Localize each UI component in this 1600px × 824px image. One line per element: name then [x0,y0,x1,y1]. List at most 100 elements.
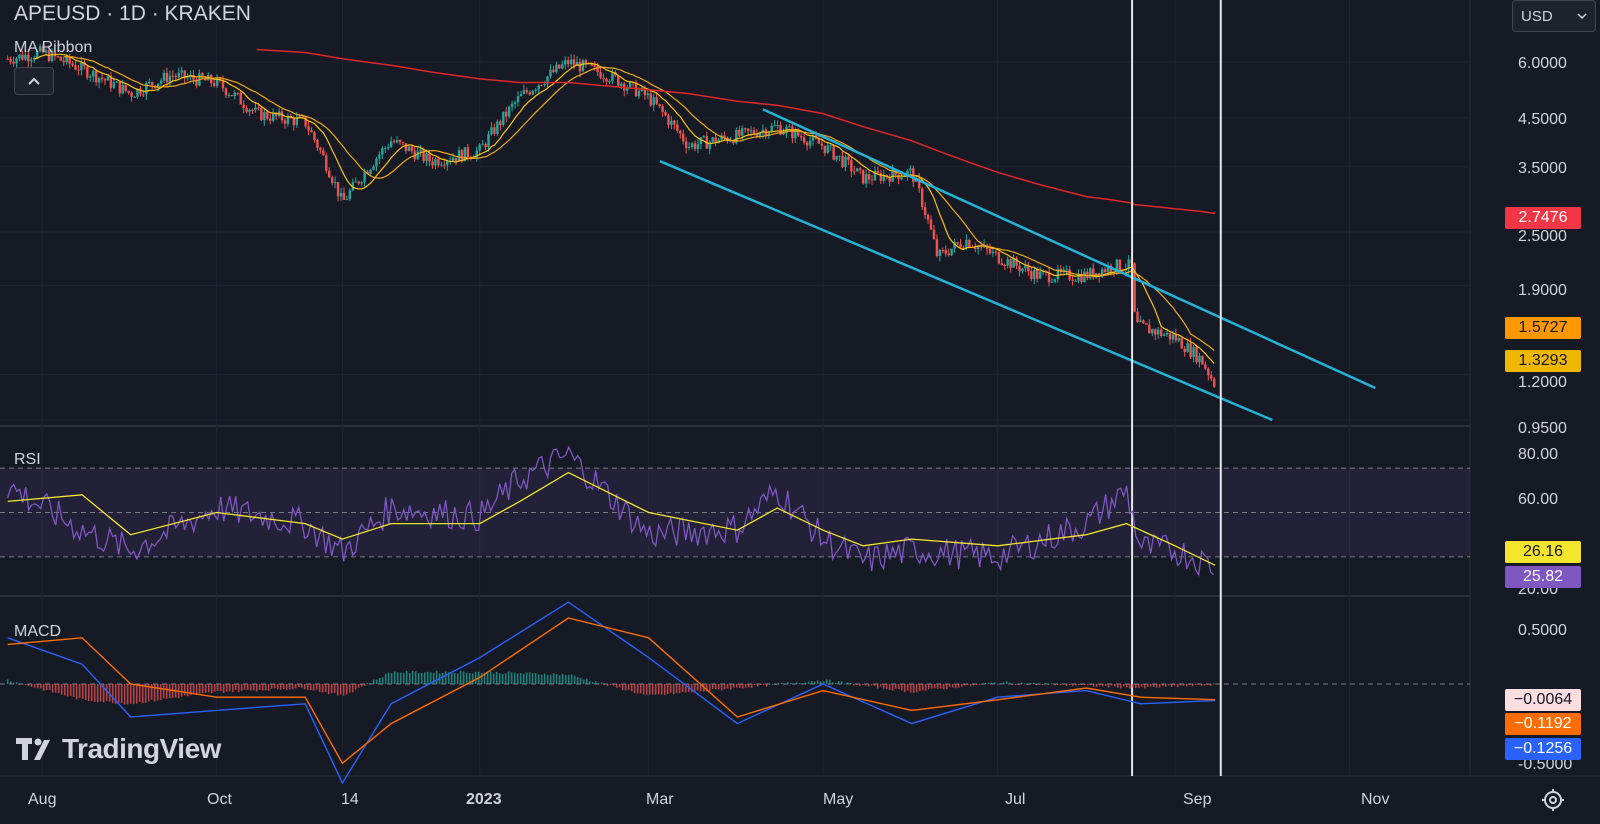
macd-histogram-bar [513,672,516,684]
macd-histogram-bar [936,684,939,689]
candle-body [419,149,422,152]
candle-body [30,59,33,62]
macd-histogram-bar [1044,683,1047,685]
candle-body [732,140,735,144]
rsi-label[interactable]: RSI [14,451,41,468]
candle-body [475,150,478,158]
candle-body [929,219,933,230]
candle-body [743,128,747,130]
candle-body [988,249,992,254]
macd-histogram-bar [159,684,162,701]
macd-histogram-bar [774,684,777,685]
candle-body [534,89,537,91]
candle-body [729,140,732,142]
macd-histogram-bar [231,684,234,693]
candle-body [333,182,337,184]
candle-body [227,94,231,96]
macd-histogram-bar [729,684,732,690]
macd-histogram-bar [75,684,78,700]
macd-histogram-bar [909,684,912,693]
macd-histogram-bar [921,684,924,691]
macd-histogram-bar [648,684,651,695]
ma-slow-value-badge: 1.3293 [1505,350,1581,372]
macd-histogram-bar [27,684,30,686]
macd-histogram-bar [522,673,525,684]
candle-body [658,103,661,107]
macd-histogram-bar [579,677,582,684]
macd-histogram-bar [603,684,606,685]
macd-histogram-bar [762,684,765,685]
candle-body [307,126,310,131]
candle-body [1156,329,1160,335]
logo-text: TradingView [62,733,221,764]
candle-body [578,62,582,72]
candle-body [165,72,169,83]
macd-histogram-bar [678,684,681,694]
candle-body [1204,364,1207,369]
macd-histogram-bar [420,672,423,684]
candle-body [708,141,711,149]
candle-body [861,169,865,184]
candle-body [443,164,446,166]
macd-histogram-bar [153,684,156,702]
candle-body [741,128,744,136]
candle-body [755,134,759,137]
candle-body [1142,320,1145,324]
candle-body [286,115,290,124]
ma-fast-value-badge: 1.5727 [1505,317,1581,339]
candle-body [994,251,998,253]
macd-histogram-bar [216,684,219,692]
candle-body [254,107,257,111]
macd-histogram-bar [1095,684,1098,687]
macd-histogram-bar [843,683,846,685]
candle-body [844,156,847,168]
time-tick: 2023 [466,791,502,808]
macd-histogram-bar [1128,684,1131,689]
macd-histogram-bar [315,684,318,690]
signal-value-badge: −0.1192 [1505,713,1581,735]
candle-body [74,65,77,70]
candle-body [974,247,977,250]
tradingview-logo[interactable]: TradingView [16,733,221,765]
candle-body [1077,273,1080,281]
macd-histogram-bar [918,684,921,692]
macd-histogram-bar [681,684,684,693]
macd-histogram-bar [1014,684,1017,685]
currency-selector[interactable]: USD [1512,0,1596,32]
candle-body [522,90,526,94]
macd-histogram-bar [84,684,87,700]
macd-histogram-bar [270,684,273,689]
candle-body [773,125,776,127]
candle-body [148,82,151,84]
candle-body [923,207,927,215]
macd-histogram-bar [246,684,249,690]
macd-histogram-bar [672,684,675,695]
candle-body [1083,271,1086,282]
macd-label[interactable]: MACD [14,623,62,640]
candle-body [1174,334,1178,341]
ma-ribbon-label[interactable]: MA Ribbon [14,39,93,56]
candle-body [758,132,762,137]
macd-histogram-bar [402,672,405,684]
macd-histogram-bar [975,684,978,685]
candle-body [407,146,411,152]
candle-body [859,168,862,170]
macd-histogram-bar [1158,684,1161,688]
candle-body [328,170,331,178]
gear-icon[interactable] [1540,787,1566,813]
price-tick: 6.0000 [1518,55,1567,72]
macd-histogram-bar [693,684,696,692]
collapse-indicators-button[interactable] [14,67,54,95]
price-tick: 3.5000 [1518,160,1567,177]
candle-body [233,92,237,97]
candle-body [1148,324,1151,334]
macd-histogram-bar [243,684,246,690]
macd-histogram-bar [927,684,930,690]
candle-body [336,182,340,197]
macd-histogram-bar [450,672,453,684]
candle-body [1133,263,1136,312]
candle-body [1053,279,1057,282]
macd-histogram-bar [1080,684,1083,685]
candle-body [18,54,21,59]
